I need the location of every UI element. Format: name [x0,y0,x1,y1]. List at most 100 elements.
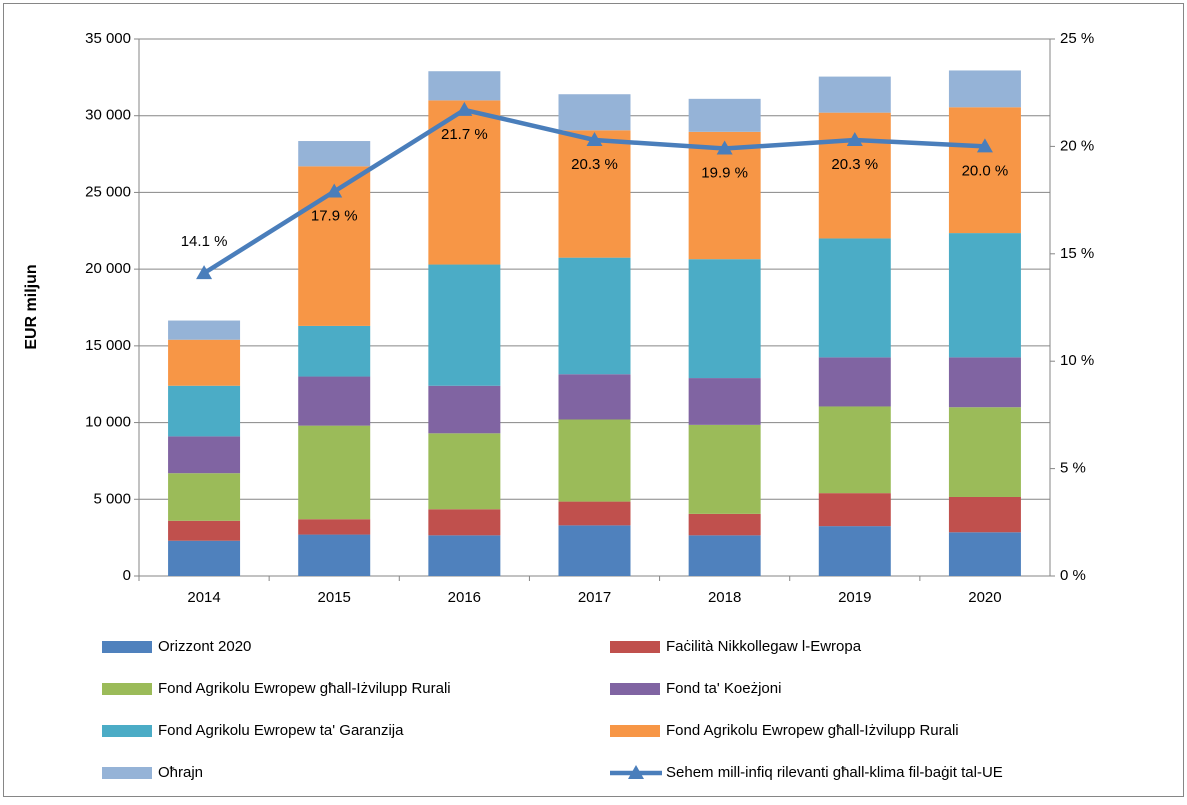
y-tick-label: 25 000 [85,183,131,200]
bar-segment [168,473,241,521]
y-tick-label: 5 000 [93,490,131,507]
bar-segment [688,424,761,514]
bar-segment [558,419,631,502]
bar-segment [948,407,1021,497]
bar-segment [428,264,501,386]
bar-segment [428,433,501,510]
bar-segment [818,76,891,113]
bar-segment [168,339,241,386]
y2-tick-label: 0 % [1060,567,1086,584]
x-tick-label: 2017 [578,589,611,606]
legend-swatch [102,641,152,653]
bar-segment [428,385,501,434]
legend-swatch [102,683,152,695]
legend-label: Fond Agrikolu Ewropew għall-Iżvilupp Rur… [666,722,959,739]
bar-segment [298,519,371,535]
y2-tick-label: 20 % [1060,137,1094,154]
y-tick-label: 35 000 [85,30,131,47]
bar-segment [688,513,761,536]
bar-segment [558,130,631,258]
legend-swatch [102,725,152,737]
bar-segment [168,436,241,474]
line-marker [586,131,603,146]
bar-segment [818,526,891,576]
bar-segment [558,374,631,420]
bar-segment [428,71,501,101]
bar-segment [948,233,1021,358]
bar-segment [168,540,241,576]
bar-segment [298,534,371,576]
legend-label: Sehem mill-infiq rilevanti għall-klima f… [666,764,1003,781]
data-label: 20.3 % [571,156,618,173]
bar-segment [818,493,891,527]
y2-tick-label: 10 % [1060,352,1094,369]
y-tick-label: 30 000 [85,107,131,124]
bar-segment [558,257,631,375]
bar-segment [948,496,1021,533]
bar-segment [298,141,371,167]
bar-segment [948,70,1021,108]
line-marker [456,101,473,116]
x-tick-label: 2020 [968,589,1001,606]
line-marker [326,183,343,198]
bar-segment [428,535,501,576]
legend-label: Fond Agrikolu Ewropew għall-Iżvilupp Rur… [158,680,451,697]
bar-segment [558,501,631,526]
legend-swatch [102,767,152,779]
bar-segment [688,259,761,379]
bar-segment [818,357,891,407]
data-label: 14.1 % [181,233,228,250]
y-tick-label: 10 000 [85,414,131,431]
bar-segment [818,238,891,358]
bar-segment [948,107,1021,234]
bar-segment [168,385,241,437]
line-marker [196,265,213,280]
y-tick-label: 0 [123,567,131,584]
line-marker [716,140,733,155]
bar-segment [168,320,241,340]
bar-segment [558,525,631,576]
bar-segment [168,520,241,541]
legend-swatch [610,683,660,695]
legend-label: Fond ta' Koeżjoni [666,680,781,697]
data-label: 20.0 % [962,162,1009,179]
bar-segment [948,532,1021,576]
bar-segment [298,325,371,377]
data-label: 19.9 % [701,165,748,182]
x-tick-label: 2015 [318,589,351,606]
line-marker [976,138,993,153]
line-marker [846,131,863,146]
bar-segment [298,376,371,426]
legend-label: Fond Agrikolu Ewropew ta' Garanzija [158,722,404,739]
y2-tick-label: 15 % [1060,245,1094,262]
legend-label: Faċilità Nikkollegaw l-Ewropa [666,638,862,655]
x-tick-label: 2018 [708,589,741,606]
bar-segment [818,406,891,494]
bar-segment [428,509,501,536]
bar-segment [428,100,501,265]
legend-swatch [610,641,660,653]
bar-segment [688,378,761,425]
bar-segment [818,112,891,239]
bar-segment [558,94,631,131]
bar-segment [948,357,1021,408]
y-tick-label: 15 000 [85,337,131,354]
bar-segment [298,425,371,520]
y2-tick-label: 5 % [1060,460,1086,477]
y2-tick-label: 25 % [1060,30,1094,47]
legend-label: Orizzont 2020 [158,638,251,655]
data-label: 21.7 % [441,126,488,143]
bar-segment [688,535,761,576]
x-tick-label: 2019 [838,589,871,606]
x-tick-label: 2014 [187,589,220,606]
x-tick-label: 2016 [448,589,481,606]
y-tick-label: 20 000 [85,260,131,277]
bar-segment [688,98,761,132]
legend-label: Oħrajn [158,764,203,781]
data-label: 17.9 % [311,207,358,224]
legend-marker [628,765,644,779]
legend-swatch [610,725,660,737]
data-label: 20.3 % [831,156,878,173]
y-axis-label: EUR miljun [23,264,40,349]
